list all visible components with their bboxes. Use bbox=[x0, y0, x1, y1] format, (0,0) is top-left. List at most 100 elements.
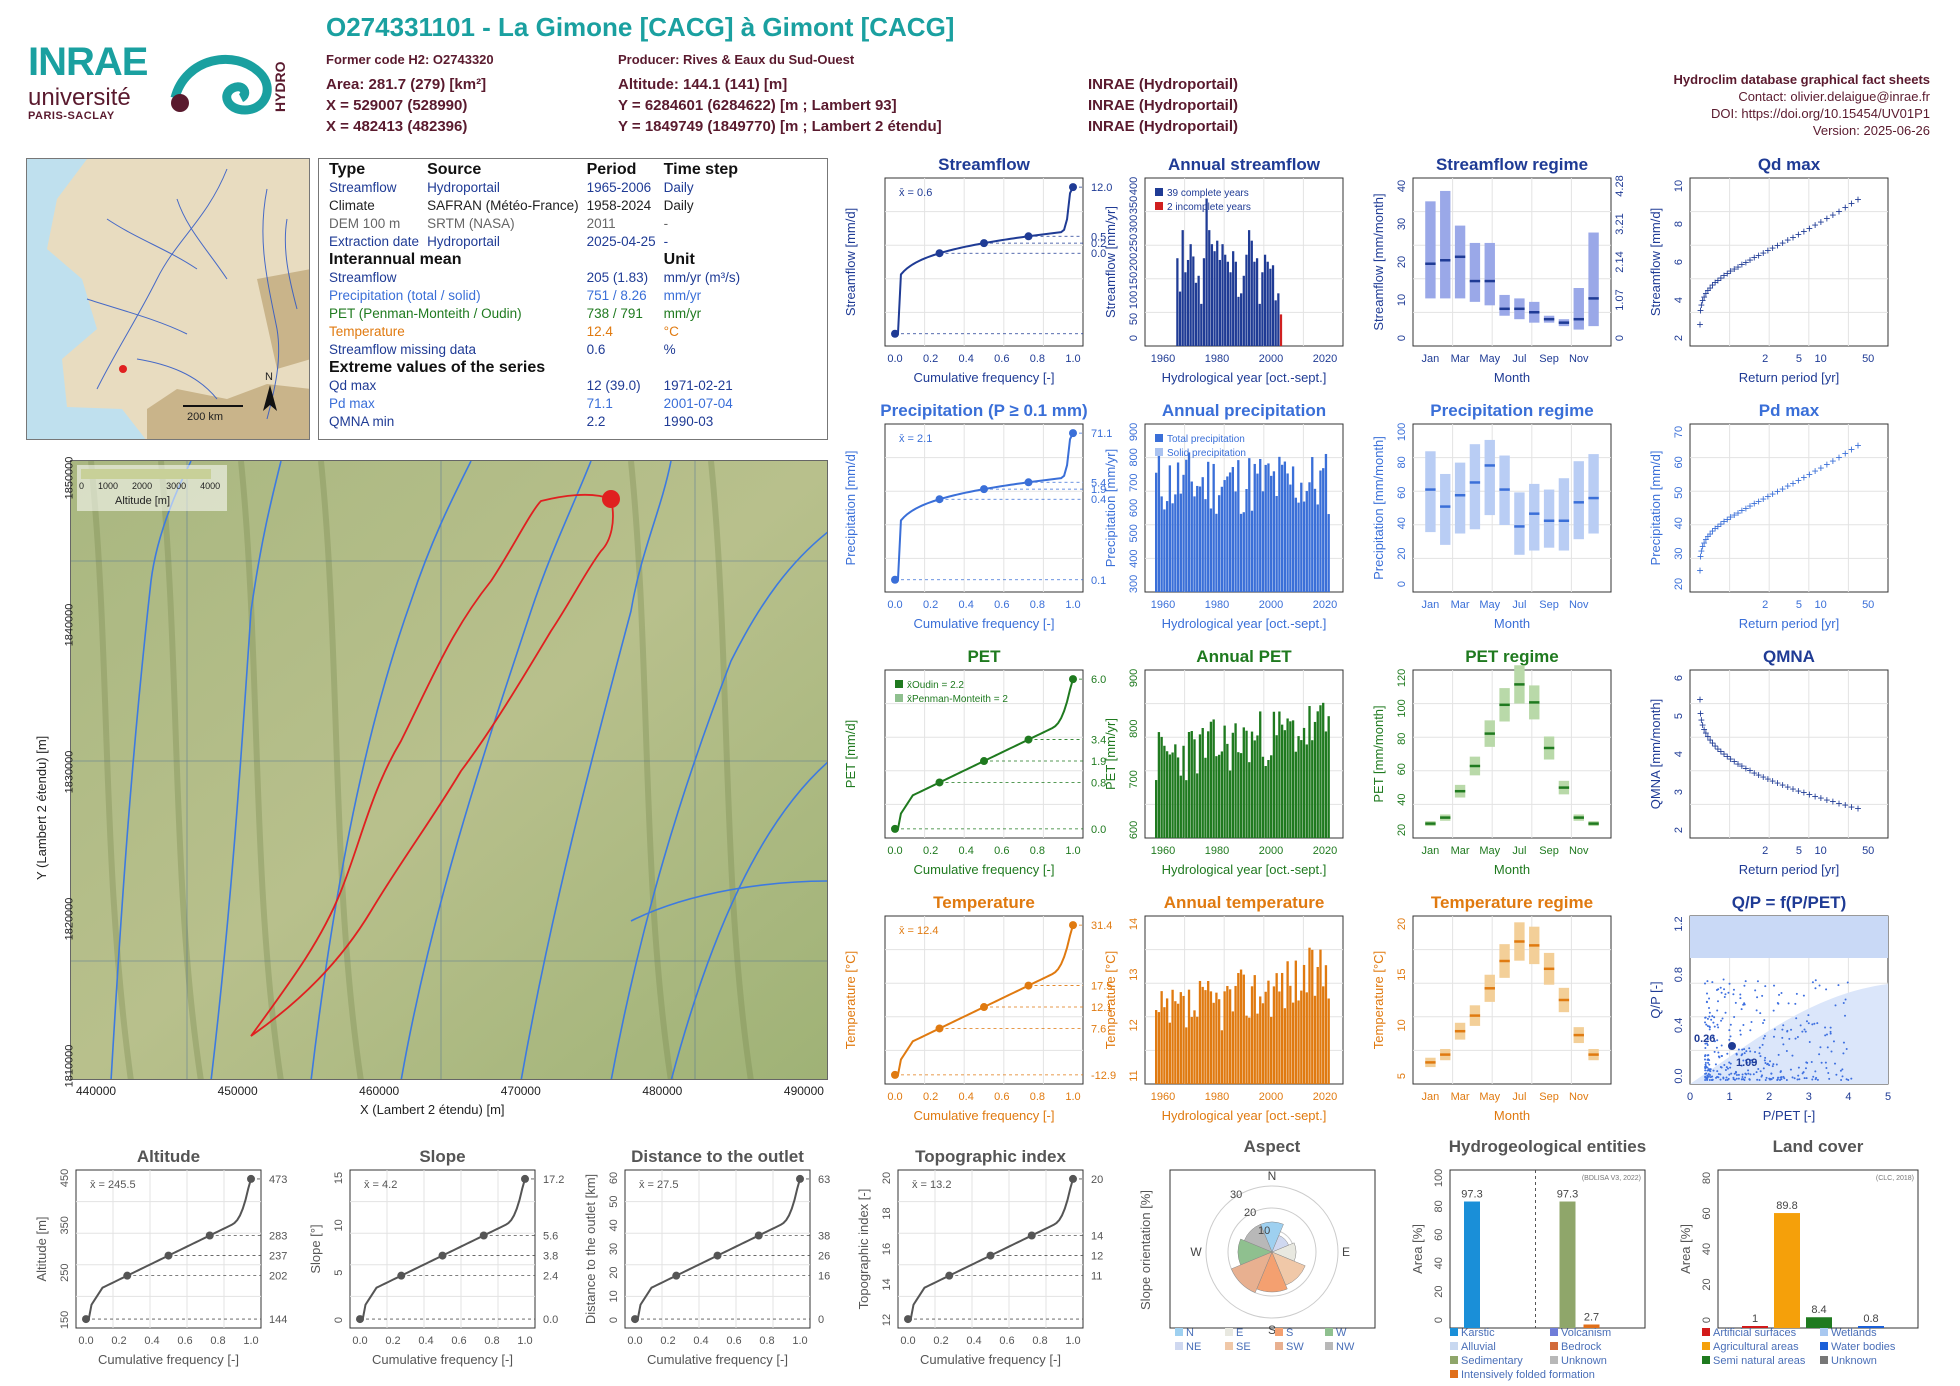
data-point: + bbox=[1696, 317, 1703, 331]
data-point bbox=[1756, 980, 1759, 983]
quantile-label: 0.8 bbox=[1091, 777, 1106, 789]
bar bbox=[1250, 240, 1253, 346]
data-point: + bbox=[1764, 244, 1771, 258]
data-point bbox=[1845, 1078, 1848, 1081]
x-tick-label: 2020 bbox=[1313, 599, 1337, 611]
bar bbox=[1272, 986, 1276, 1084]
y-tick-label: 18 bbox=[881, 1207, 893, 1219]
bar bbox=[1176, 258, 1179, 346]
chart-annual_precipitation: Annual precipitation Hydrological year [o… bbox=[1103, 401, 1344, 631]
data-point bbox=[1773, 984, 1776, 987]
aspect-sector bbox=[1243, 1223, 1273, 1253]
y-tick-label: 80 bbox=[1433, 1200, 1445, 1212]
bar bbox=[1250, 986, 1254, 1084]
data-point bbox=[1802, 994, 1805, 997]
legend-swatch bbox=[895, 694, 903, 702]
y-tick-label: 100 bbox=[1396, 423, 1408, 441]
data-point bbox=[1742, 1059, 1745, 1062]
x-tick-label: 0.2 bbox=[385, 1335, 400, 1347]
x-tick-label: 0.8 bbox=[1030, 845, 1045, 857]
doi-text: DOI: https://doi.org/10.15454/UV01P1 bbox=[1711, 106, 1930, 121]
y-tick-label: 70 bbox=[1673, 426, 1685, 438]
y-tick-label: 6 bbox=[1673, 675, 1685, 681]
x-tick-label: Jul bbox=[1512, 599, 1526, 611]
data-point bbox=[1756, 996, 1759, 999]
legend-swatch bbox=[1820, 1342, 1828, 1350]
data-point bbox=[1735, 1073, 1738, 1076]
y-axis-label: Area [%] bbox=[1678, 1224, 1693, 1274]
x-tick-label: 0.8 bbox=[1030, 353, 1045, 365]
data-point bbox=[1791, 1076, 1794, 1079]
bar bbox=[1311, 457, 1314, 592]
y-tick-label: 0 bbox=[1396, 581, 1408, 587]
data-point: + bbox=[1738, 759, 1745, 773]
version-text: Version: 2025-06-26 bbox=[1812, 123, 1930, 138]
chart-qp: Q/P = f(P/PET) P/PET [-] Q/P [-] 0.0 0.4 0.8 1… bbox=[1648, 893, 1891, 1123]
source-3: INRAE (Hydroportail) bbox=[1088, 118, 1238, 135]
y-tick-label: 400 bbox=[1128, 177, 1140, 195]
chart-title: Distance to the outlet bbox=[631, 1147, 804, 1166]
data-point: + bbox=[1751, 251, 1758, 265]
bar bbox=[1193, 739, 1196, 838]
data-point: + bbox=[1774, 484, 1781, 498]
data-point bbox=[1704, 1075, 1707, 1078]
y-tick-label: 50 bbox=[608, 1196, 620, 1208]
data-point bbox=[1705, 1023, 1708, 1026]
data-point: + bbox=[1848, 197, 1855, 211]
legend-swatch bbox=[1155, 448, 1163, 456]
bar bbox=[1187, 989, 1191, 1084]
x-axis-label: Cumulative frequency [-] bbox=[372, 1352, 513, 1367]
data-point: + bbox=[1707, 527, 1714, 541]
data-point: + bbox=[1817, 215, 1824, 229]
data-point: + bbox=[1712, 522, 1719, 536]
y-tick-label: 60 bbox=[608, 1172, 620, 1184]
col-type: Type bbox=[329, 161, 366, 178]
data-point: + bbox=[1789, 476, 1796, 490]
chart-title: Annual PET bbox=[1196, 647, 1292, 666]
data-point bbox=[1712, 1069, 1715, 1072]
bar bbox=[1160, 991, 1163, 1084]
data-point bbox=[1754, 989, 1757, 992]
data-point bbox=[1824, 1061, 1827, 1064]
bar bbox=[1283, 1008, 1287, 1084]
data-point: + bbox=[1854, 802, 1861, 816]
former-code: Former code H2: O2743320 bbox=[326, 52, 494, 67]
bar bbox=[1217, 495, 1221, 592]
data-point bbox=[1711, 1015, 1714, 1018]
data-point bbox=[1762, 1037, 1765, 1040]
y-tick-label: 250 bbox=[59, 1263, 71, 1281]
table-row: Precipitation (total / solid) 751 / 8.26 m… bbox=[329, 288, 702, 303]
x-l93-text: X = 529007 (528990) bbox=[326, 97, 468, 114]
data-point: + bbox=[1699, 540, 1706, 554]
bar bbox=[1193, 496, 1196, 592]
y-tick-label: 14 bbox=[881, 1278, 893, 1290]
quantile-label: 0.0 bbox=[543, 1314, 558, 1326]
data-point bbox=[1735, 1053, 1738, 1056]
data-point bbox=[1706, 992, 1709, 995]
data-point bbox=[1705, 1000, 1708, 1003]
bar bbox=[1267, 463, 1270, 592]
data-point bbox=[1794, 1002, 1797, 1005]
x-tick-label: 1.0 bbox=[792, 1335, 807, 1347]
bar bbox=[1157, 732, 1161, 838]
data-point bbox=[1846, 981, 1849, 984]
data-point bbox=[1739, 1033, 1742, 1036]
bar bbox=[1224, 254, 1227, 346]
quantile-label: 11 bbox=[1091, 1271, 1102, 1283]
legend-entry: Unknown bbox=[1561, 1355, 1607, 1367]
data-point bbox=[1704, 1078, 1707, 1081]
data-point: + bbox=[1712, 276, 1719, 290]
data-point bbox=[1716, 1000, 1719, 1003]
data-point bbox=[1757, 1067, 1760, 1070]
bar bbox=[1198, 734, 1202, 838]
bar bbox=[1218, 259, 1222, 346]
y-tick-label: 12 bbox=[881, 1314, 893, 1326]
quantile-label: 12.1 bbox=[1091, 1002, 1112, 1014]
chart-landcover: Land cover Area [%] (CLC, 2018) 1 89.8 8.4 0.8… bbox=[1678, 1137, 1919, 1367]
x-tick-label: 5 bbox=[1885, 1091, 1891, 1103]
data-point bbox=[1818, 1053, 1821, 1056]
bar bbox=[1223, 991, 1226, 1084]
data-point bbox=[1742, 1003, 1745, 1006]
y2-tick-label: 2.14 bbox=[1614, 251, 1626, 272]
y-axis-label: Q/P [-] bbox=[1648, 981, 1663, 1018]
